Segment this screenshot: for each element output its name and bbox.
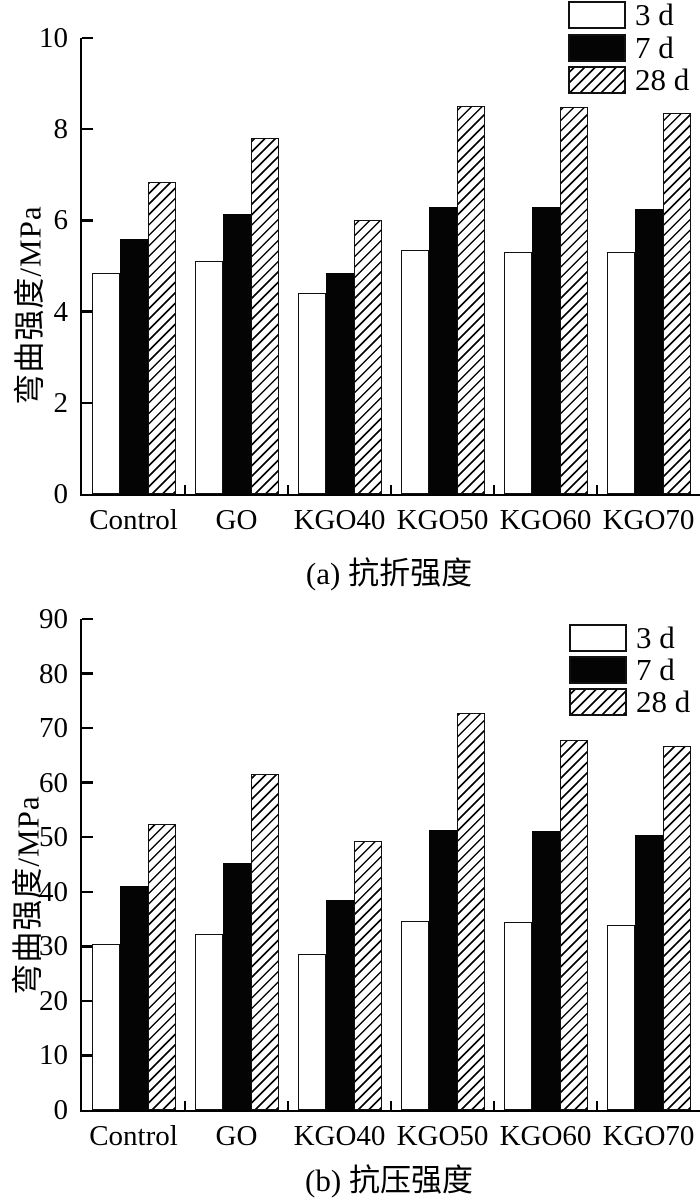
y-tick	[82, 128, 93, 131]
y-tick	[82, 727, 93, 730]
y-tick-label: 10	[12, 23, 68, 53]
y-tick	[82, 219, 93, 222]
y-tick-label: 0	[12, 479, 68, 509]
bar-kgo60-28d	[560, 107, 588, 494]
bar-kgo70-3d	[607, 925, 635, 1110]
bar-kgo60-7d	[532, 207, 560, 494]
bar-control-3d	[92, 944, 120, 1110]
y-tick-label: 40	[12, 877, 68, 907]
bar-kgo60-28d	[560, 740, 588, 1110]
bar-kgo70-28d	[663, 746, 691, 1110]
bar-kgo70-3d	[607, 252, 635, 494]
bar-kgo40-28d	[354, 841, 382, 1111]
y-tick	[82, 618, 93, 621]
y-tick-label: 4	[12, 297, 68, 327]
y-tick	[82, 891, 93, 894]
legend-swatch-7d	[568, 34, 626, 62]
bar-control-7d	[120, 886, 148, 1110]
bar-kgo40-3d	[298, 954, 326, 1110]
bar-kgo50-28d	[457, 106, 485, 494]
bar-kgo60-3d	[504, 922, 532, 1110]
category-label: KGO70	[584, 1120, 700, 1152]
legend-swatch-3d	[568, 1, 626, 29]
bar-kgo50-28d	[457, 713, 485, 1110]
y-tick-label: 10	[12, 1040, 68, 1070]
chart-caption: (b) 抗压强度	[80, 1155, 698, 1200]
x-tick	[596, 1101, 599, 1110]
bar-kgo70-28d	[663, 113, 691, 494]
x-tick	[390, 485, 393, 494]
y-tick-label: 20	[12, 986, 68, 1016]
y-tick-label: 0	[12, 1095, 68, 1125]
chart-caption: (a) 抗折强度	[80, 548, 698, 593]
bar-kgo50-7d	[429, 207, 457, 494]
bar-kgo50-3d	[401, 250, 429, 494]
y-tick-label: 50	[12, 822, 68, 852]
bar-control-7d	[120, 239, 148, 494]
y-tick-label: 2	[12, 388, 68, 418]
y-tick	[82, 37, 93, 40]
y-tick-label: 80	[12, 659, 68, 689]
bar-go-3d	[195, 934, 223, 1110]
bar-kgo50-3d	[401, 921, 429, 1110]
bar-control-28d	[148, 182, 176, 494]
category-label: KGO70	[584, 504, 700, 536]
legend-label-7d: 7 d	[635, 32, 674, 64]
y-tick-label: 8	[12, 114, 68, 144]
x-tick	[287, 1101, 290, 1110]
x-tick	[390, 1101, 393, 1110]
legend-label-28d: 28 d	[636, 686, 690, 718]
y-tick-label: 60	[12, 768, 68, 798]
legend-label-7d: 7 d	[636, 654, 675, 686]
bar-kgo70-7d	[635, 209, 663, 494]
x-tick	[596, 485, 599, 494]
bar-go-7d	[223, 214, 251, 494]
bar-go-3d	[195, 261, 223, 494]
legend-swatch-28d	[569, 688, 627, 716]
bar-go-28d	[251, 138, 279, 494]
legend-label-3d: 3 d	[635, 0, 674, 31]
legend-label-3d: 3 d	[636, 622, 675, 654]
y-tick	[82, 781, 93, 784]
bar-kgo40-3d	[298, 293, 326, 494]
bar-go-7d	[223, 863, 251, 1110]
bar-control-3d	[92, 273, 120, 494]
bar-go-28d	[251, 774, 279, 1110]
y-tick	[82, 672, 93, 675]
y-tick-label: 90	[12, 604, 68, 634]
x-tick	[184, 485, 187, 494]
y-tick-label: 30	[12, 931, 68, 961]
y-tick-label: 70	[12, 713, 68, 743]
y-tick	[82, 836, 93, 839]
bar-control-28d	[148, 824, 176, 1110]
x-tick	[184, 1101, 187, 1110]
legend-label-28d: 28 d	[635, 64, 689, 96]
legend-swatch-3d	[569, 624, 627, 652]
x-tick	[493, 485, 496, 494]
bar-kgo60-7d	[532, 831, 560, 1110]
legend-swatch-7d	[569, 656, 627, 684]
bar-kgo70-7d	[635, 835, 663, 1111]
bar-kgo40-28d	[354, 220, 382, 494]
bar-kgo40-7d	[326, 900, 354, 1110]
bar-kgo60-3d	[504, 252, 532, 494]
bar-kgo40-7d	[326, 273, 354, 494]
x-tick	[287, 485, 290, 494]
x-tick	[493, 1101, 496, 1110]
y-tick-label: 6	[12, 205, 68, 235]
legend-swatch-28d	[568, 66, 626, 94]
bar-kgo50-7d	[429, 830, 457, 1110]
